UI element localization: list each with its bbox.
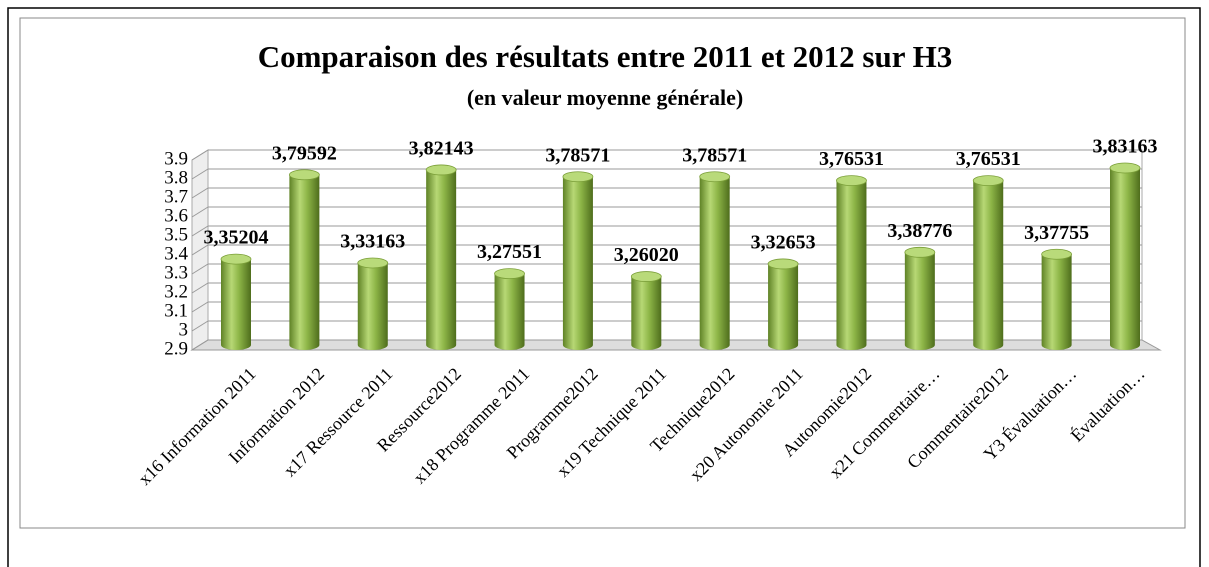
y-tick-label: 2.9: [164, 338, 188, 359]
y-tick-label: 3.6: [164, 205, 188, 226]
value-label: 3,76531: [956, 148, 1021, 170]
bar-top: [904, 246, 936, 258]
value-label: 3,82143: [409, 138, 474, 160]
bar-top: [494, 268, 525, 280]
bar: [426, 164, 457, 350]
value-label: 3,35204: [204, 227, 269, 249]
frame: [7, 7, 1201, 567]
y-tick-label: 3.7: [164, 186, 188, 207]
value-label: 3,26020: [614, 244, 679, 266]
bar: [289, 169, 320, 350]
bar-top: [1041, 248, 1073, 260]
bar-top: [425, 164, 457, 176]
bar: [494, 268, 525, 350]
value-label: 3,83163: [1093, 136, 1158, 158]
value-label: 3,78571: [682, 144, 747, 166]
grid-line-side: [191, 206, 209, 218]
bar: [562, 171, 593, 350]
grid-line-side: [191, 320, 209, 332]
bar: [768, 258, 799, 350]
bar-top: [972, 175, 1004, 186]
value-label: 3,32653: [751, 232, 816, 254]
grid-line-side: [191, 282, 209, 294]
value-label: 3,79592: [272, 142, 337, 164]
grid-line-side: [191, 149, 209, 161]
bar-top: [562, 171, 594, 183]
bar-top: [767, 258, 799, 270]
bar: [1041, 249, 1072, 350]
grid-line-side: [191, 339, 209, 351]
y-tick-label: 3.4: [164, 243, 188, 264]
bar: [699, 171, 730, 350]
y-tick-label: 3.8: [164, 167, 188, 188]
bar: [357, 257, 388, 350]
value-label: 3,37755: [1024, 222, 1089, 244]
grid-line-side: [191, 225, 209, 237]
bar: [904, 247, 935, 350]
y-tick-label: 3.3: [164, 262, 188, 283]
grid-line-side: [191, 244, 209, 256]
bar: [221, 254, 251, 350]
bar-top: [1109, 162, 1141, 174]
value-label: 3,76531: [819, 148, 884, 170]
bar: [631, 271, 662, 350]
grid-line-side: [191, 187, 209, 199]
y-tick-label: 3.5: [164, 224, 188, 245]
bar-top: [630, 271, 662, 282]
bar-top: [220, 253, 252, 265]
value-label: 3,27551: [477, 241, 542, 263]
grid-line-side: [191, 301, 209, 313]
grid-line-side: [191, 168, 209, 180]
bar-top: [288, 169, 320, 181]
chart-subtitle: (en valeur moyenne générale): [467, 85, 743, 110]
value-label: 3,78571: [545, 144, 610, 166]
bar-top: [699, 171, 731, 183]
floor: [190, 339, 1162, 351]
chart-title: Comparaison des résultats entre 2011 et …: [258, 39, 953, 74]
value-label: 3,38776: [887, 220, 952, 242]
value-label: 3,33163: [340, 231, 405, 253]
bar: [973, 175, 1004, 350]
bar: [1110, 162, 1140, 350]
bar: [836, 175, 867, 350]
grid-line-side: [191, 263, 209, 275]
y-tick-label: 3: [179, 319, 189, 340]
bar-top: [357, 257, 389, 269]
y-tick-label: 3.1: [164, 300, 188, 321]
y-tick-label: 3.9: [164, 148, 188, 169]
bar-top: [836, 175, 867, 186]
y-tick-label: 3.2: [164, 281, 188, 302]
